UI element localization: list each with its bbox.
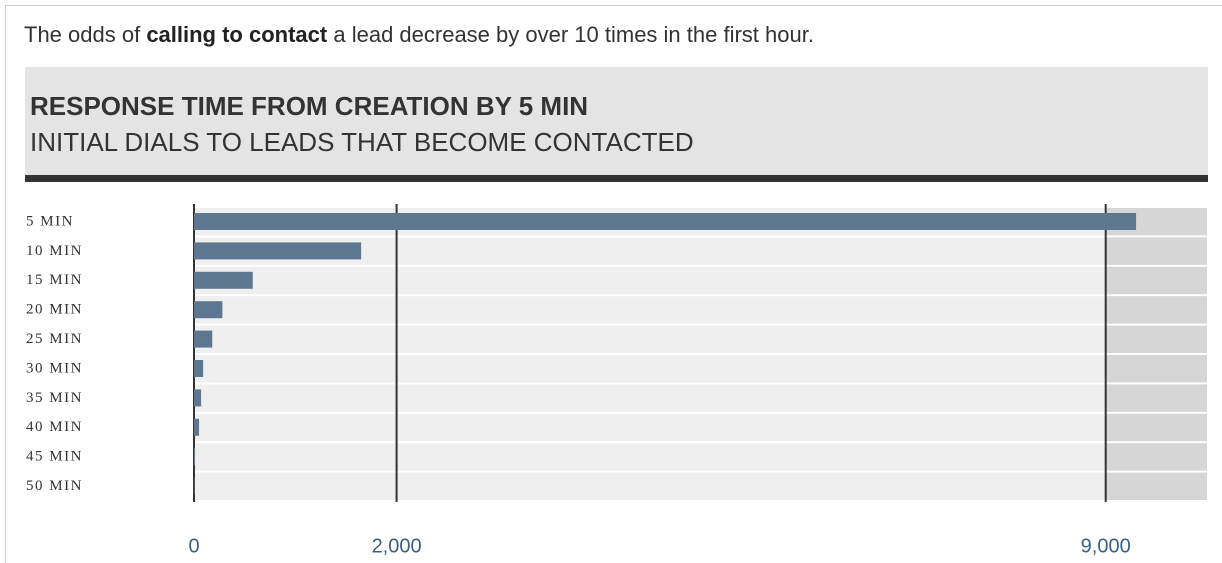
caption-bold: calling to contact — [146, 22, 328, 47]
row-band — [194, 296, 1207, 324]
row-band-end — [1105, 296, 1207, 324]
y-tick-label: 45 MIN — [26, 449, 83, 465]
header-rule — [25, 175, 1208, 182]
caption-text: The odds of — [24, 22, 141, 47]
bar — [194, 477, 195, 495]
row-band — [194, 384, 1207, 412]
row-band-end — [1105, 443, 1207, 471]
bar — [194, 271, 253, 289]
bar — [194, 448, 196, 466]
row-band — [194, 325, 1207, 353]
row-band-end — [1105, 472, 1207, 500]
bar — [194, 360, 204, 377]
row-band — [194, 413, 1207, 442]
header-box — [25, 67, 1208, 176]
page-frame — [5, 5, 1222, 563]
y-tick-label: 15 MIN — [26, 272, 83, 288]
bar — [194, 418, 200, 436]
y-tick-label: 25 MIN — [26, 331, 83, 347]
bar — [194, 213, 1137, 230]
bar — [194, 330, 213, 348]
row-band — [194, 472, 1207, 500]
y-tick-label: 10 MIN — [26, 243, 83, 259]
y-tick-label: 30 MIN — [26, 360, 83, 376]
x-tick-label: 0 — [188, 535, 199, 557]
caption: The odds of calling to contact a lead de… — [24, 22, 814, 48]
bar — [194, 242, 362, 260]
row-band — [194, 443, 1207, 471]
chart-subtitle: INITIAL DIALS TO LEADS THAT BECOME CONTA… — [30, 127, 694, 157]
y-tick-label: 35 MIN — [26, 390, 83, 406]
row-band — [194, 355, 1207, 383]
row-band-end — [1105, 325, 1207, 353]
y-tick-label: 50 MIN — [26, 478, 83, 494]
bar — [194, 389, 202, 407]
x-tick-label: 2,000 — [372, 535, 422, 557]
caption-text: a lead decrease by over 10 times in the … — [333, 22, 814, 47]
row-band-end — [1105, 413, 1207, 442]
bar — [194, 301, 223, 319]
y-tick-label: 5 MIN — [26, 213, 74, 229]
row-band-end — [1105, 266, 1207, 295]
row-band-end — [1105, 237, 1207, 265]
chart-title: RESPONSE TIME FROM CREATION BY 5 MIN — [30, 91, 588, 121]
row-band-end — [1105, 355, 1207, 383]
row-band — [194, 237, 1207, 265]
y-tick-label: 40 MIN — [26, 419, 83, 435]
row-band — [194, 266, 1207, 295]
x-tick-label: 9,000 — [1081, 535, 1131, 557]
row-band-end — [1105, 384, 1207, 412]
y-tick-label: 20 MIN — [26, 302, 83, 318]
